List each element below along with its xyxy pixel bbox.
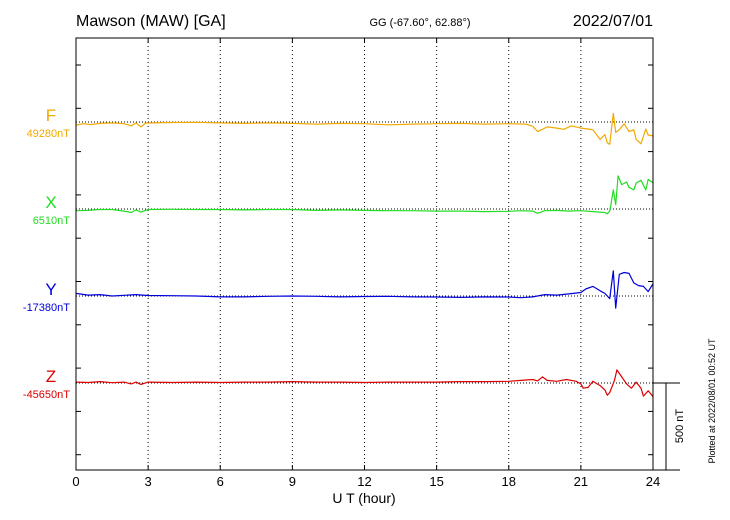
series-name-x: X	[45, 193, 56, 212]
scale-bar: 500 nT	[653, 382, 686, 471]
x-tick-label: 3	[145, 474, 152, 489]
x-tick-label: 12	[357, 474, 371, 489]
x-tick-label: 15	[429, 474, 443, 489]
plot-frame	[75, 37, 654, 471]
x-tick-label: 24	[646, 474, 660, 489]
series-line-z	[75, 369, 654, 397]
x-tick-label: 21	[574, 474, 588, 489]
series-name-y: Y	[45, 280, 56, 299]
station-title: Mawson (MAW) [GA]	[76, 13, 226, 30]
series-line-y	[75, 270, 654, 309]
series-baseline-z: -45650nT	[23, 389, 70, 401]
grid-lines	[76, 38, 653, 470]
x-tick-label: 6	[217, 474, 224, 489]
series-line-x	[75, 175, 654, 215]
date-label: 2022/07/01	[573, 13, 653, 30]
x-tick-label: 0	[72, 474, 79, 489]
series-name-f: F	[46, 106, 56, 125]
x-tick-label: 18	[502, 474, 516, 489]
x-tick-label: 9	[289, 474, 296, 489]
series-baseline-x: 6510nT	[33, 215, 71, 227]
series-baseline-f: 49280nT	[27, 128, 71, 140]
series-name-z: Z	[46, 367, 56, 386]
series-line-f	[75, 112, 654, 145]
scale-bar-label: 500 nT	[674, 409, 686, 444]
x-axis-ticks: 0 3 6 9 12 15 18 21 24	[72, 38, 660, 489]
series-traces	[75, 112, 654, 397]
series-labels: F 49280nT X 6510nT Y -17380nT Z -45650nT	[23, 106, 70, 401]
series-baseline-y: -17380nT	[23, 302, 70, 314]
plotted-timestamp: Plotted at 2022/08/01 00:52 UT	[707, 338, 717, 464]
x-axis-label: U T (hour)	[332, 490, 395, 506]
coords-label: GG (-67.60°, 62.88°)	[369, 17, 470, 29]
